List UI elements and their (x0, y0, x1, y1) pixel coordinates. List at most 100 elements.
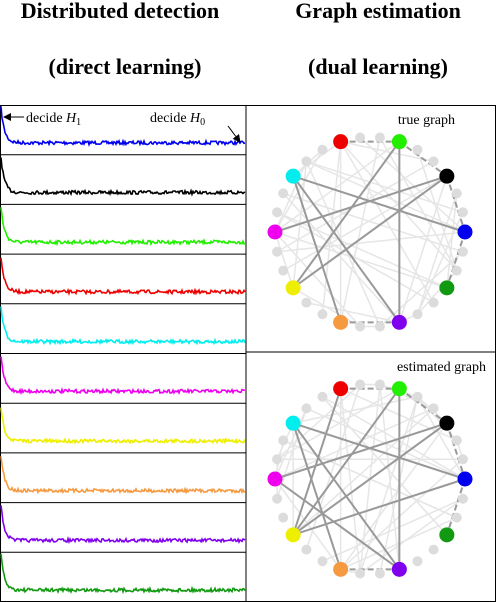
gray-node (428, 156, 439, 167)
detection-curve (0, 157, 246, 197)
background-edge (276, 383, 361, 460)
graph-edge (398, 387, 448, 424)
gray-node (412, 309, 423, 320)
node (457, 471, 473, 487)
gray-node (428, 403, 439, 414)
node (285, 527, 301, 543)
note-var: H (65, 111, 77, 126)
detection-curve (0, 356, 246, 396)
gray-node (355, 321, 366, 332)
gray-node (278, 512, 289, 523)
detection-curve (0, 407, 246, 445)
gray-node (355, 379, 366, 390)
gray-node (451, 435, 462, 446)
background-edge (305, 384, 361, 550)
background-edge (274, 231, 294, 289)
node (439, 415, 455, 431)
background-edge (416, 193, 458, 315)
gray-node (272, 246, 283, 257)
graph-edge (292, 422, 342, 570)
node (391, 134, 407, 150)
gray-node (428, 544, 439, 555)
background-edge (340, 458, 464, 570)
gray-node (457, 207, 468, 218)
background-edge (379, 137, 458, 272)
background-edge (274, 161, 308, 233)
detection-curve (0, 505, 246, 545)
gray-node (412, 556, 423, 567)
note: decide H0 (150, 111, 205, 128)
graph-edge (398, 140, 448, 177)
note-sub: 0 (200, 117, 205, 128)
gray-node (457, 246, 468, 257)
node (333, 134, 349, 150)
gray-node (451, 188, 462, 199)
graph-edge (292, 388, 401, 536)
gray-node (301, 544, 312, 555)
graph-edge (292, 175, 342, 323)
node (333, 561, 349, 577)
gray-node (457, 493, 468, 504)
graph-edge (445, 231, 466, 289)
graph-edge (292, 478, 466, 536)
gray-node (451, 265, 462, 276)
graph-label: estimated graph (397, 360, 486, 375)
gray-node (301, 403, 312, 414)
gray-node (374, 132, 385, 143)
graph-edge (292, 141, 401, 289)
gray-node (317, 144, 328, 155)
detection-curve (0, 306, 246, 346)
left-title: Distributed detection (21, 0, 220, 23)
detection-curve (0, 553, 246, 595)
right-title: Graph estimation (295, 0, 461, 23)
gray-node (451, 512, 462, 523)
background-edge (292, 407, 435, 536)
gray-node (278, 265, 289, 276)
detection-curve (0, 257, 246, 297)
gray-node (374, 379, 385, 390)
node (439, 280, 455, 296)
gray-node (317, 309, 328, 320)
gray-node (278, 188, 289, 199)
node (391, 561, 407, 577)
gray-node (412, 144, 423, 155)
detection-panel: decide H1 decide H0 (0, 106, 246, 595)
background-edge (359, 498, 464, 575)
node (267, 224, 283, 240)
node (439, 168, 455, 184)
graph: estimated graph (267, 360, 486, 579)
detection-curve (0, 456, 246, 495)
node (267, 471, 283, 487)
gray-node (428, 297, 439, 308)
background-edge (321, 396, 448, 536)
background-edge (446, 193, 458, 288)
node (391, 314, 407, 330)
gray-node (317, 556, 328, 567)
graph-edge (292, 422, 448, 536)
graph-edge (292, 388, 342, 536)
node (285, 280, 301, 296)
graph-edge (445, 478, 466, 536)
gray-node (412, 391, 423, 402)
gray-node (374, 321, 385, 332)
gray-node (317, 391, 328, 402)
background-edge (306, 301, 400, 324)
background-edge (282, 175, 448, 272)
gray-node (272, 493, 283, 504)
gray-node (301, 297, 312, 308)
gray-node (374, 568, 385, 579)
graph-edge (445, 422, 466, 480)
node (333, 314, 349, 330)
gray-node (355, 568, 366, 579)
background-edge (398, 175, 448, 323)
node (333, 381, 349, 397)
graph-panels: true graph estimated graph (267, 113, 486, 579)
note-text: decide (26, 111, 66, 126)
note-var: H (189, 111, 201, 126)
gray-node (278, 435, 289, 446)
graph-edge (445, 175, 466, 233)
detection-curve (0, 207, 246, 247)
gray-node (301, 156, 312, 167)
background-edge (340, 140, 434, 163)
